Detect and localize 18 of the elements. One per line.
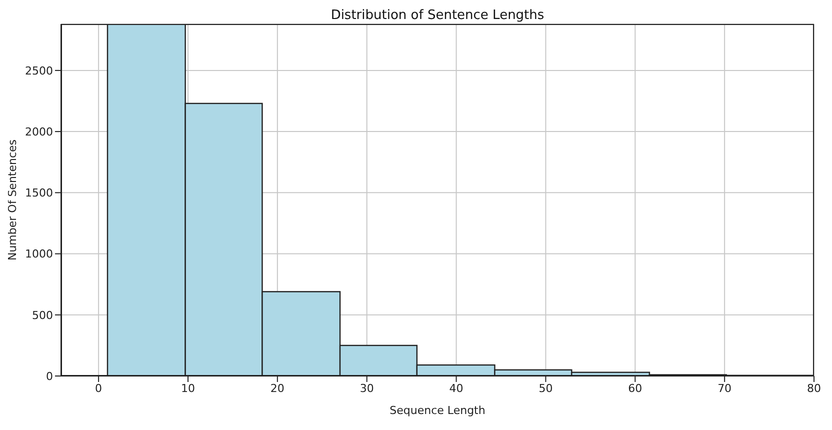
x-tick-label: 40 — [449, 382, 464, 395]
y-tick-label: 1500 — [25, 186, 53, 200]
x-tick-label: 50 — [538, 382, 553, 395]
x-tick-label: 60 — [628, 382, 642, 395]
y-tick-label: 2000 — [25, 125, 53, 138]
y-axis-title: Number Of Sentences — [6, 139, 19, 261]
y-tick-label: 500 — [32, 308, 53, 322]
y-tick-label: 0 — [46, 370, 53, 383]
x-axis-title: Sequence Length — [390, 404, 486, 417]
x-tick-label: 70 — [718, 382, 732, 395]
x-tick-label: 20 — [270, 382, 284, 395]
x-tick-label: 80 — [807, 382, 821, 395]
x-tick-label: 30 — [360, 382, 374, 395]
chart-title: Distribution of Sentence Lengths — [330, 8, 546, 23]
x-tick-label: 10 — [180, 382, 195, 395]
x-tick-label: 0 — [95, 382, 102, 395]
y-tick-label: 2500 — [25, 64, 53, 78]
y-tick-label: 1000 — [25, 248, 53, 261]
